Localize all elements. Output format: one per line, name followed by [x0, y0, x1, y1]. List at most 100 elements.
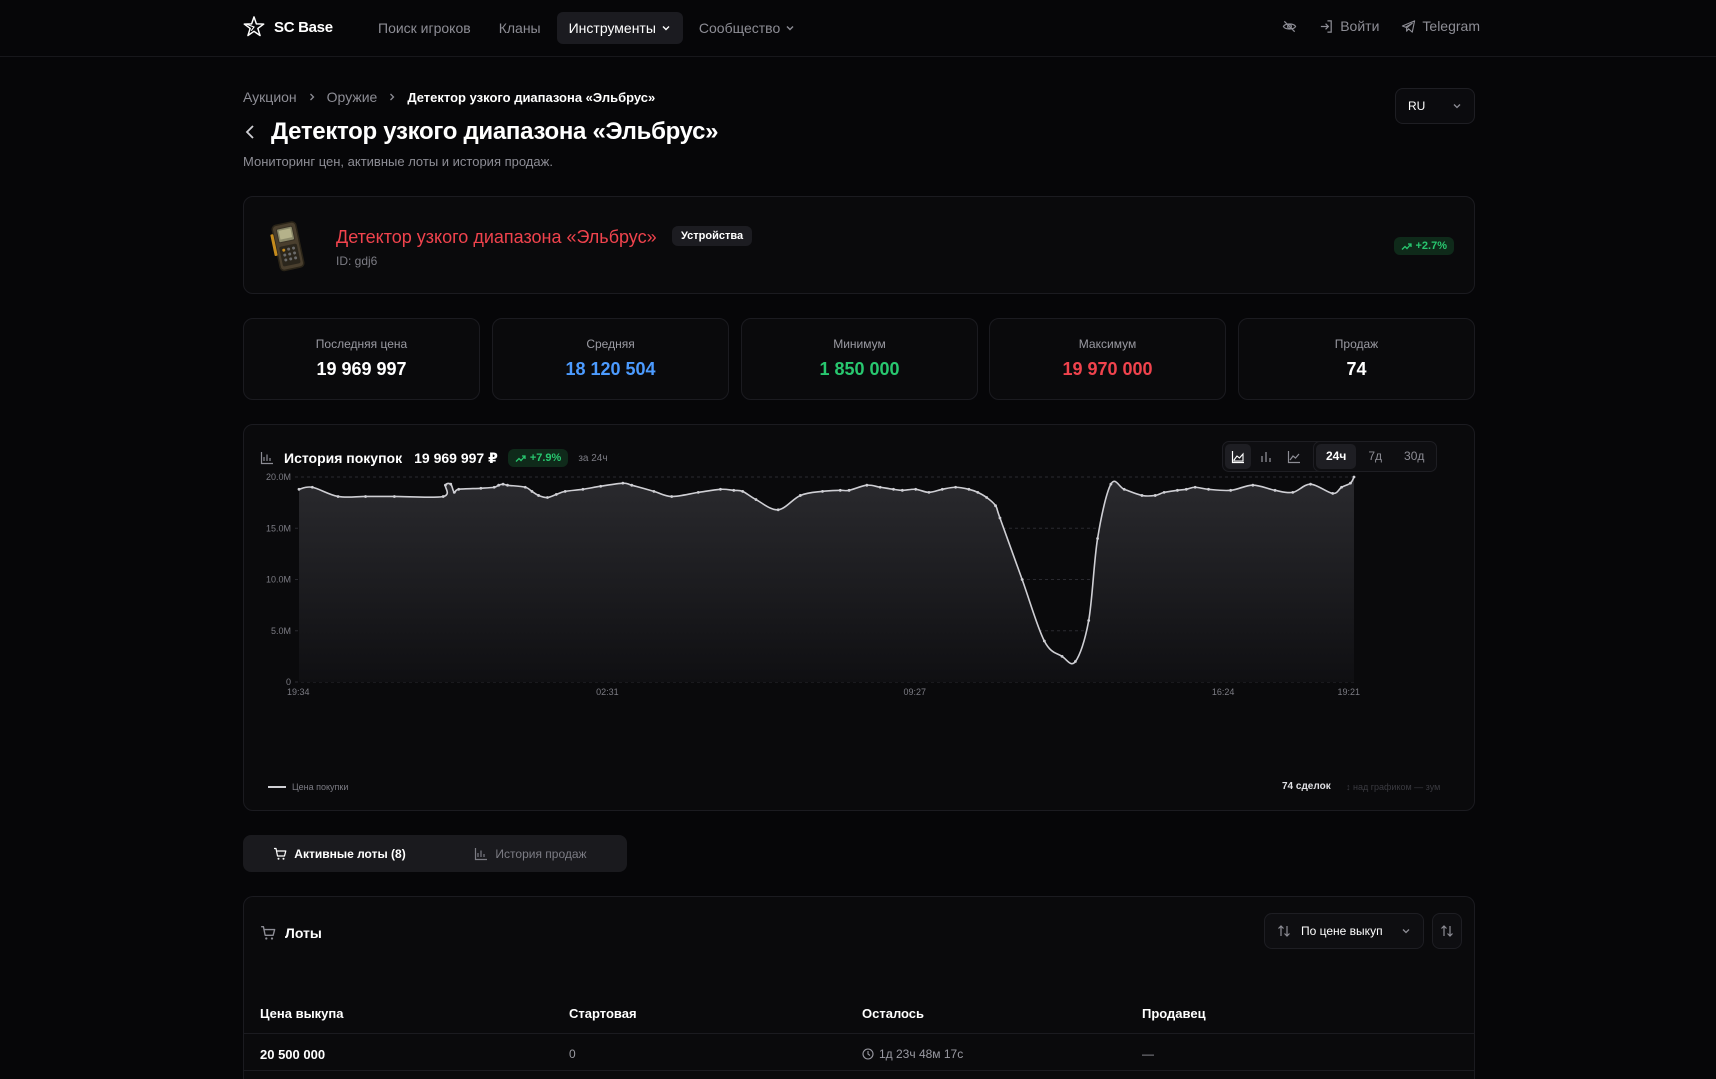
lot-buyout-price: 20 500 000 — [260, 1047, 326, 1062]
data-point — [554, 493, 558, 496]
data-point — [599, 484, 603, 488]
x-tick-label: 16:24 — [1212, 687, 1235, 697]
col-buyout-price[interactable]: Цена выкупа — [260, 1006, 344, 1021]
data-point — [652, 489, 656, 493]
breadcrumb-auction[interactable]: Аукцион — [243, 89, 297, 105]
login-button[interactable]: Войти — [1319, 18, 1379, 34]
deals-count: 74 сделок — [1282, 781, 1331, 792]
x-tick-label: 19:34 — [287, 687, 310, 697]
data-point — [479, 486, 483, 490]
data-point — [452, 490, 456, 494]
chart-title: История покупок — [284, 450, 403, 466]
lot-seller: — — [1142, 1047, 1154, 1061]
bar-chart-icon — [1261, 451, 1271, 462]
price-change-badge: +2.7% — [1393, 237, 1454, 255]
stat-maximum: Максимум 19 970 000 — [989, 318, 1226, 400]
range-30d[interactable]: 30д — [1404, 449, 1425, 463]
sort-arrows-icon — [1278, 925, 1290, 937]
x-tick-label: 09:27 — [904, 687, 927, 697]
breadcrumb-current: Детектор узкого диапазона «Эльбрус» — [407, 89, 656, 105]
chart-type-bar[interactable] — [1253, 444, 1279, 469]
category-badge: Устройства — [672, 226, 753, 246]
language-select[interactable]: RU — [1395, 88, 1475, 124]
nav-clans[interactable]: Кланы — [498, 20, 541, 36]
data-point — [1020, 578, 1024, 581]
price-history-chart[interactable]: 0 5.0M 10.0M 15.0M 20.0M 19:34 02:31 09:27 16:24… — [244, 425, 1476, 812]
nav-community[interactable]: Сообщество — [687, 12, 807, 44]
y-tick-label: 20.0M — [266, 472, 291, 482]
col-time-left[interactable]: Осталось — [862, 1006, 925, 1021]
language-value: RU — [1408, 99, 1426, 113]
nav-tools[interactable]: Инструменты — [556, 12, 683, 44]
price-change-value: +2.7% — [1415, 240, 1448, 252]
tab-sales-history[interactable]: История продаж — [437, 838, 624, 869]
lots-title: Лоты — [285, 925, 322, 941]
col-start-price[interactable]: Стартовая — [569, 1006, 637, 1021]
data-point — [364, 495, 367, 498]
data-point — [838, 488, 842, 492]
data-point — [1060, 654, 1064, 658]
nav-tools-label: Инструменты — [568, 20, 656, 36]
clock-icon — [862, 1048, 874, 1060]
tab-active-lots[interactable]: Активные лоты (8) — [246, 838, 433, 869]
data-point — [1122, 487, 1126, 491]
range-7d[interactable]: 7д — [1368, 449, 1383, 463]
range-24h[interactable]: 24ч — [1316, 444, 1357, 469]
divider — [244, 1070, 1474, 1071]
area-chart-icon — [1231, 450, 1244, 463]
item-id: ID: gdj6 — [336, 254, 378, 268]
lot-start-price: 0 — [569, 1047, 576, 1061]
data-point — [506, 483, 509, 487]
data-point — [1087, 619, 1091, 622]
data-point — [821, 489, 824, 493]
divider — [244, 1033, 1474, 1034]
col-seller[interactable]: Продавец — [1142, 1006, 1206, 1021]
chart-type-line[interactable] — [1281, 444, 1307, 469]
data-point — [1207, 487, 1210, 491]
data-point — [1349, 481, 1352, 485]
bar-chart-icon — [260, 452, 273, 465]
back-arrow-icon[interactable] — [243, 122, 257, 142]
chart-header: История покупок 19 969 997 ₽ +7.9% за 24… — [260, 449, 608, 467]
login-icon — [1321, 19, 1333, 33]
breadcrumb-weapons[interactable]: Оружие — [326, 89, 378, 105]
stat-label: Максимум — [1078, 337, 1137, 351]
nav-player-search[interactable]: Поиск игроков — [378, 20, 471, 36]
y-tick-label: 5.0M — [271, 626, 291, 636]
hide-toggle-button[interactable] — [1282, 19, 1297, 34]
stat-label: Средняя — [586, 337, 635, 351]
stat-value: 1 850 000 — [819, 359, 900, 379]
title-row: Детектор узкого диапазона «Эльбрус» — [243, 118, 719, 146]
sort-direction-button[interactable] — [1432, 913, 1462, 949]
data-point — [492, 485, 496, 489]
chart-change-value: +7.9% — [529, 452, 562, 464]
data-point — [530, 489, 534, 493]
line-chart-icon — [1287, 450, 1300, 463]
lots-tabs: Активные лоты (8) История продаж — [243, 835, 627, 872]
data-point — [1331, 492, 1335, 495]
lot-time-left-value: 1д 23ч 48м 17с — [879, 1047, 964, 1061]
lots-card: Лоты По цене выкуп Цена выкупа Стартовая… — [243, 896, 1475, 1079]
main-nav: Поиск игроков Кланы Инструменты Сообщест… — [366, 12, 807, 44]
chart-change-badge: +7.9% — [507, 449, 569, 467]
data-point — [914, 487, 918, 491]
data-point — [497, 483, 501, 487]
data-point — [310, 485, 314, 489]
star-logo-icon — [243, 16, 265, 37]
brand-logo[interactable]: SC Base — [243, 16, 333, 38]
cart-icon — [274, 847, 287, 860]
chevron-right-icon — [309, 93, 315, 101]
chevron-down-icon — [1453, 104, 1461, 109]
data-point — [457, 487, 461, 491]
chart-type-area[interactable] — [1225, 444, 1251, 469]
tab-sales-history-label: История продаж — [495, 846, 587, 861]
data-point — [621, 481, 625, 485]
stat-value: 18 120 504 — [565, 359, 656, 379]
data-point — [630, 483, 634, 487]
legend-label: Цена покупки — [292, 782, 349, 792]
telegram-link[interactable]: Telegram — [1401, 18, 1480, 34]
data-point — [847, 488, 851, 492]
stat-last-price: Последняя цена 19 969 997 — [243, 318, 480, 400]
data-point — [1352, 475, 1356, 479]
sort-select[interactable]: По цене выкуп — [1264, 913, 1424, 949]
